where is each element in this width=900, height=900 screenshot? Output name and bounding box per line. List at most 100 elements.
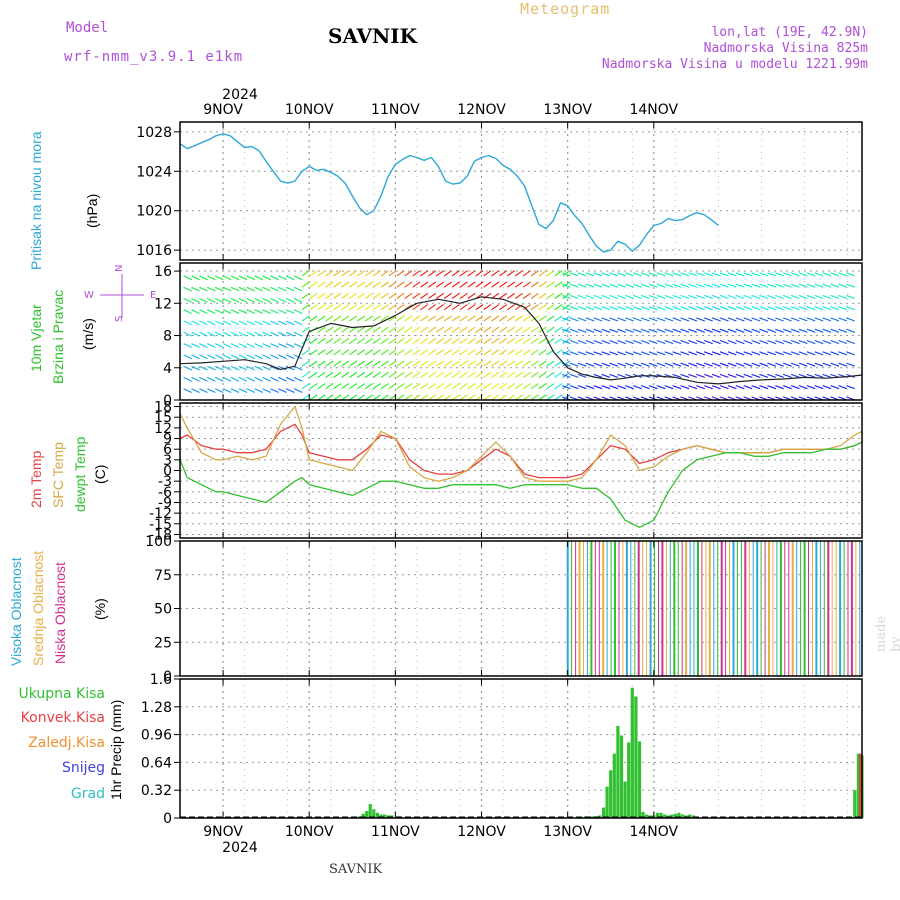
wind-barb [293,298,303,303]
wind-barb [238,309,248,314]
wind-barb [207,365,216,371]
temp-sfc-line [179,405,863,482]
wind-barb [798,306,808,311]
wind-barb [822,283,832,288]
wind-barb [309,394,318,401]
wind-barb [632,294,642,300]
wind-barb [696,373,705,378]
wind-barb [751,328,761,333]
wind-barb [672,373,682,378]
wind-barb [459,281,468,288]
model-elevation-label: Nadmorska Visina u modelu 1221.99m [601,57,868,72]
wind-barb [388,326,397,333]
wind-barb [783,373,792,378]
wind-barb [617,317,626,322]
wind-barb [317,326,326,333]
wind-barb [688,272,698,277]
wind-barb [451,326,460,333]
wind-barb [214,286,224,292]
wind-barb [751,385,761,390]
wind-barb [846,272,855,277]
wind-barb [293,376,303,382]
wind-barb [648,339,658,345]
wind-barb [435,394,445,401]
wind-barb [688,317,698,322]
wind-barb [656,294,666,300]
wind-barb [538,371,547,378]
wind-barb [546,394,555,401]
wind-barb [601,362,611,367]
wind-barb [285,376,295,382]
wind-barb [451,304,460,311]
wind-barb [648,317,658,322]
wind-barb [790,294,800,300]
wind-barb [530,270,539,277]
wind-barb [751,306,761,311]
wind-barb [507,281,516,288]
precip-bar [673,813,677,818]
wind-barb [790,362,800,367]
wind-barb [341,292,350,299]
wind-barb [696,272,705,277]
wind-barb [554,304,563,311]
wind-barb [459,383,468,390]
wind-barb [317,281,326,288]
wind-barb [838,351,848,356]
wind-barb [609,351,619,356]
y-tick-label: 18 [154,400,172,416]
wind-barb [783,294,792,300]
wind-barb [364,326,373,333]
wind-barb [711,351,721,356]
compass-s: S [114,316,125,322]
wind-barb [711,272,721,277]
wind-barb [238,286,248,292]
wind-barb [420,270,429,277]
wind-barb [467,383,476,390]
wind-barb [309,315,318,322]
wind-barb [199,365,208,371]
wind-barb [356,292,366,299]
wind-barb [704,328,713,333]
wind-barb [301,360,310,367]
wind-barb [632,306,642,311]
wind-barb [561,385,571,390]
wind-barb [412,337,421,345]
wind-barb [593,385,603,390]
wind-barb [838,294,848,300]
wind-barb [270,286,279,292]
wind-barb [561,294,571,300]
wind-barb [435,270,445,277]
wind-barb [830,317,840,322]
wind-barb [593,328,603,333]
wind-barb [743,294,753,300]
wind-barb [459,394,468,401]
wind-barb [617,339,626,345]
wind-barb [364,383,373,390]
wind-barb [412,326,421,333]
wind-barb [183,376,192,382]
wind-barb [530,349,539,356]
wind-barb [278,320,287,326]
wind-barb [238,354,248,360]
wind-barb [435,349,445,356]
elevation-label: Nadmorska Visina 825m [703,41,868,56]
wind-barb [380,326,389,333]
wind-barb [435,360,445,367]
wind-barb [404,360,413,367]
wind-barb [262,275,271,281]
wind-barb [499,371,508,378]
wind-barb [514,360,523,367]
wind-barb [680,306,690,311]
wind-barb [593,306,603,311]
wind-barb [846,306,855,311]
wind-barb [483,304,492,311]
wind-barb [625,306,634,311]
wind-barb [561,272,571,277]
y-tick-label: -6 [158,485,172,501]
wind-barb [293,320,303,326]
wind-barb [475,304,484,311]
wind-barb [396,315,405,322]
wind-barb [191,298,200,303]
y-tick-label: 1016 [136,243,172,259]
wind-barb [207,354,216,360]
